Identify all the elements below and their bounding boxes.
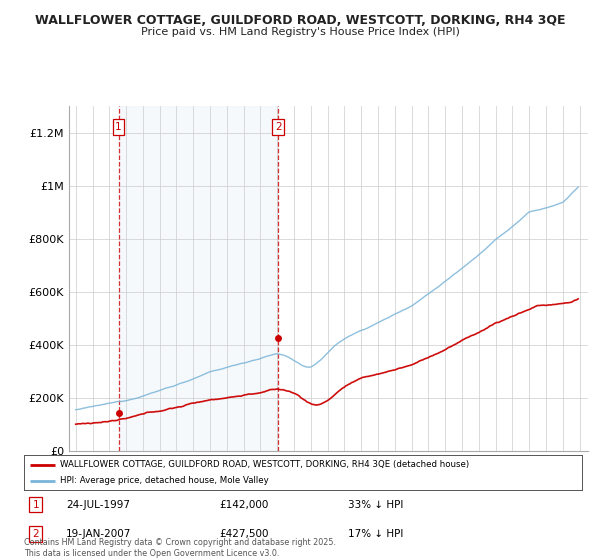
Text: WALLFLOWER COTTAGE, GUILDFORD ROAD, WESTCOTT, DORKING, RH4 3QE (detached house): WALLFLOWER COTTAGE, GUILDFORD ROAD, WEST…: [60, 460, 469, 469]
Text: 1: 1: [32, 500, 39, 510]
Bar: [119, 106, 278, 451]
Text: 2: 2: [32, 529, 39, 539]
Text: 19-JAN-2007: 19-JAN-2007: [66, 529, 131, 539]
Text: £427,500: £427,500: [220, 529, 269, 539]
Text: 2: 2: [275, 122, 281, 132]
Text: Contains HM Land Registry data © Crown copyright and database right 2025.
This d: Contains HM Land Registry data © Crown c…: [24, 538, 336, 558]
Text: WALLFLOWER COTTAGE, GUILDFORD ROAD, WESTCOTT, DORKING, RH4 3QE: WALLFLOWER COTTAGE, GUILDFORD ROAD, WEST…: [35, 14, 565, 27]
Text: 1: 1: [115, 122, 122, 132]
Text: 17% ↓ HPI: 17% ↓ HPI: [347, 529, 403, 539]
Text: 24-JUL-1997: 24-JUL-1997: [66, 500, 130, 510]
Text: Price paid vs. HM Land Registry's House Price Index (HPI): Price paid vs. HM Land Registry's House …: [140, 27, 460, 37]
Text: 33% ↓ HPI: 33% ↓ HPI: [347, 500, 403, 510]
Text: HPI: Average price, detached house, Mole Valley: HPI: Average price, detached house, Mole…: [60, 476, 269, 485]
Text: £142,000: £142,000: [220, 500, 269, 510]
